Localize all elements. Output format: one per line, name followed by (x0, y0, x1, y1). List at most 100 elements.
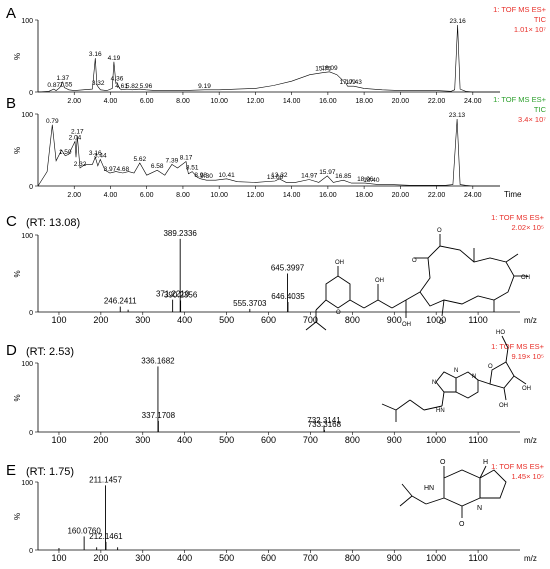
panel-letter: B (6, 95, 16, 112)
x-tick-label: 20.00 (392, 192, 410, 199)
peak-label: 3.16 (89, 150, 102, 157)
x-tick-label: 1100 (468, 315, 487, 325)
structure-d-atom-labels: HO OH OH O N N N HN (432, 330, 531, 414)
peak-label: 18.06 (357, 176, 374, 183)
structure-c-drawing (305, 234, 528, 331)
x-tick-label: 16.00 (319, 192, 337, 199)
panel-letter: C (6, 213, 17, 230)
x-tick-label: 20.00 (392, 98, 410, 105)
x-tick-label: 4.00 (104, 98, 118, 105)
peak-label: 5.62 (133, 156, 146, 163)
svg-text:OH: OH (402, 322, 411, 328)
x-tick-label: 8.00 (176, 192, 190, 199)
x-tick-label: 700 (303, 315, 318, 325)
info-line: TIC (534, 105, 547, 114)
info-line: 9.19× 10⁵ (511, 352, 544, 361)
svg-text:O: O (459, 521, 465, 528)
info-line: 2.02× 10⁵ (511, 223, 544, 232)
peak-label: 211.1457 (89, 475, 122, 484)
svg-text:OH: OH (335, 260, 344, 266)
structure-e-drawing (399, 465, 507, 518)
x-tick-label: 900 (387, 435, 402, 445)
svg-text:N: N (454, 368, 458, 374)
x-tick-label: 22.00 (428, 192, 446, 199)
x-tick-label: 500 (219, 315, 234, 325)
peak-label: 8.98 (194, 172, 207, 179)
peak-label: 1.37 (56, 75, 69, 82)
x-axis-label: m/z (524, 316, 537, 325)
peak-label: 212.1461 (89, 532, 123, 541)
panel-title: (RT: 13.08) (26, 217, 80, 229)
peak-label: 3.97 (104, 166, 117, 173)
info-line: 1.01× 10⁷ (514, 25, 546, 34)
x-tick-label: 800 (345, 435, 360, 445)
x-tick-label: 16.00 (319, 98, 337, 105)
peak-label: 1.55 (60, 81, 73, 88)
x-tick-label: 1000 (426, 553, 446, 563)
panel-letter: A (6, 5, 16, 22)
y-tick-label: 0 (29, 90, 33, 97)
x-tick-label: 12.00 (247, 192, 265, 199)
x-tick-label: 600 (261, 315, 276, 325)
x-tick-label: 200 (93, 553, 108, 563)
peak-label: 246.2411 (104, 297, 137, 306)
x-tick-label: 500 (219, 553, 234, 563)
peak-label: 10.41 (218, 172, 235, 179)
peak-label: 9.30 (200, 173, 213, 180)
peak-label: 13.08 (267, 174, 284, 181)
peak-label: 733.3168 (308, 420, 342, 429)
svg-text:HN: HN (436, 408, 445, 414)
svg-text:O: O (437, 228, 442, 234)
structure-c-atom-labels: OH O OH OH O O OH O (335, 228, 530, 328)
svg-text:OH: OH (375, 278, 384, 284)
x-tick-label: 600 (261, 435, 276, 445)
x-tick-label: 18.00 (355, 98, 373, 105)
peak-label: 0.79 (46, 118, 59, 125)
peak-label: 2.04 (69, 134, 82, 141)
peak-label: 16.09 (321, 65, 338, 72)
chromatogram-trace (37, 118, 500, 187)
structure-e-atom-labels: O O H HN N (424, 459, 488, 528)
peak-label: 4.68 (116, 166, 129, 173)
svg-text:OH: OH (522, 386, 531, 392)
svg-text:O: O (412, 258, 417, 264)
charts-layer: A 0 100% 2.00 4.00 6.00 8.00 10.00 12.00 14.00 16.… (6, 5, 547, 563)
y-tick-label: 100 (21, 233, 33, 240)
peak-label: 555.3703 (233, 299, 267, 308)
peak-label: 23.16 (449, 18, 466, 25)
y-tick-label: 100 (21, 112, 33, 119)
x-tick-label: 6.00 (140, 98, 154, 105)
chromatogram-trace (37, 24, 500, 93)
y-tick-label: 0 (29, 430, 33, 437)
peak-label: 732.3141 (307, 416, 341, 425)
x-tick-label: 200 (93, 315, 108, 325)
info-line: 1.45× 10⁵ (511, 472, 544, 481)
peak-label: 337.1708 (142, 411, 176, 420)
panel-letter: E (6, 462, 16, 479)
x-axis-label: Time (504, 190, 522, 199)
y-tick-label: 0 (29, 548, 33, 555)
peak-label: 23.13 (449, 112, 466, 119)
x-tick-label: 10.00 (210, 192, 228, 199)
peak-label: 18.40 (363, 177, 380, 184)
peak-label: 17.43 (346, 79, 363, 86)
x-tick-label: 24.00 (464, 98, 482, 105)
x-tick-label: 22.00 (428, 98, 446, 105)
panel-c: C (RT: 13.08) 0 100% 100 200 300 400 500 600 700 80… (6, 213, 545, 325)
x-tick-label: 1100 (468, 553, 487, 563)
x-tick-label: 18.00 (355, 192, 373, 199)
svg-text:O: O (440, 459, 446, 466)
peak-label: 390.2356 (164, 290, 198, 299)
x-tick-label: 300 (135, 315, 150, 325)
x-tick-label: 6.00 (140, 192, 154, 199)
x-tick-label: 800 (345, 553, 360, 563)
svg-text:O: O (439, 320, 444, 326)
x-tick-label: 100 (51, 315, 66, 325)
x-tick-label: 700 (303, 553, 318, 563)
x-tick-label: 24.00 (464, 192, 482, 199)
y-axis-label: % (13, 53, 22, 60)
x-tick-label: 1100 (468, 435, 487, 445)
peak-label: 5.96 (140, 83, 153, 90)
info-line: 1: TOF MS ES+ (491, 213, 544, 222)
